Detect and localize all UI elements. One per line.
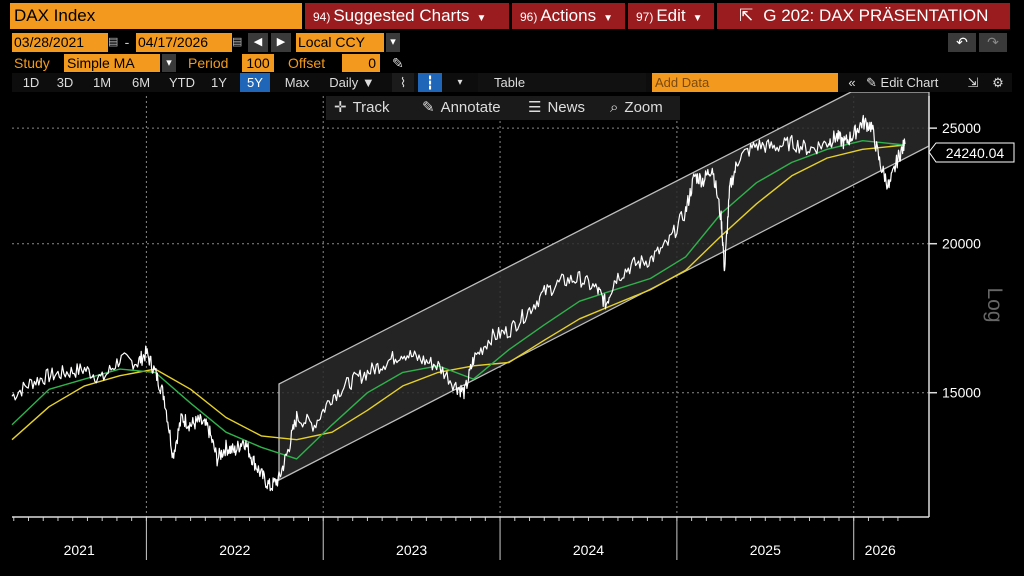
timeframe-3d[interactable]: 3D bbox=[56, 75, 74, 90]
pencil-icon[interactable]: ✎ bbox=[392, 55, 404, 71]
annotate-tool[interactable]: ✎ Annotate bbox=[422, 96, 501, 120]
news-icon: ☰ bbox=[528, 99, 542, 116]
actions-menu[interactable]: 96) Actions ▼ bbox=[512, 3, 625, 29]
suggested-charts-num: 94) bbox=[313, 10, 331, 24]
period-label: Period bbox=[188, 55, 229, 71]
news-label: News bbox=[547, 99, 585, 116]
zoom-icon: ⌕ bbox=[610, 99, 619, 116]
undo-button[interactable]: ↶ bbox=[948, 33, 976, 52]
end-date-input[interactable]: 04/17/2026 bbox=[136, 33, 232, 52]
last-value-tag: 24240.04 bbox=[928, 142, 1015, 163]
chevron-down-icon[interactable]: ▾ bbox=[386, 33, 400, 52]
zoom-tool[interactable]: ⌕ Zoom bbox=[610, 96, 663, 120]
crosshair-icon: ✛ bbox=[334, 99, 347, 116]
y-tick-label: 15000 bbox=[942, 385, 981, 401]
edit-menu[interactable]: 97) Edit ▼ bbox=[628, 3, 714, 29]
news-tool[interactable]: ☰ News bbox=[528, 96, 585, 120]
y-tick-label: 20000 bbox=[942, 236, 981, 252]
calendar-icon[interactable]: ▤ bbox=[232, 36, 243, 48]
drawing-tools-icon[interactable]: ⇲ bbox=[967, 75, 979, 90]
timeframe-ytd[interactable]: YTD bbox=[169, 75, 195, 90]
table-button[interactable]: Table bbox=[478, 73, 646, 92]
x-axis-label: 2023 bbox=[396, 542, 427, 558]
chevron-down-icon[interactable]: ▾ bbox=[162, 54, 176, 72]
timeframe-5y[interactable]: 5Y bbox=[240, 73, 270, 92]
start-date-input[interactable]: 03/28/2021 bbox=[12, 33, 108, 52]
zoom-label: Zoom bbox=[624, 99, 663, 116]
series-group bbox=[11, 114, 906, 492]
period-input[interactable]: 100 bbox=[242, 54, 274, 72]
chevron-down-icon[interactable]: ▾ bbox=[457, 77, 463, 88]
timeframe-1y[interactable]: 1Y bbox=[211, 75, 227, 90]
edit-chart-button[interactable]: ✎ Edit Chart bbox=[866, 73, 956, 92]
series-line-ma-slow bbox=[11, 144, 906, 441]
series-line-price bbox=[11, 114, 906, 492]
series-line-ma-fast bbox=[11, 139, 906, 460]
x-axis-label: 2021 bbox=[64, 542, 95, 558]
presentation-label: G 202: DAX PRÄSENTATION bbox=[763, 6, 989, 25]
external-link-icon: ⇱ bbox=[739, 6, 754, 25]
add-data-input[interactable]: Add Data bbox=[652, 73, 838, 92]
timeframe-6m[interactable]: 6M bbox=[131, 75, 151, 90]
frequency-label: Daily bbox=[329, 75, 359, 90]
y-tick-label: 25000 bbox=[942, 120, 981, 136]
scale-label: Log bbox=[983, 287, 1006, 322]
x-axis-label: 2025 bbox=[750, 542, 781, 558]
actions-num: 96) bbox=[520, 10, 538, 24]
offset-label: Offset bbox=[288, 55, 326, 71]
currency-select[interactable]: Local CCY bbox=[296, 33, 384, 52]
chevron-down-icon: ▼ bbox=[692, 13, 703, 24]
chart-area[interactable]: 25000 20000 15000 2021 2022 2023 2024 2025 2026… bbox=[0, 92, 1024, 576]
track-tool[interactable]: ✛ Track bbox=[334, 96, 390, 120]
frequency-select[interactable]: Daily ▼ bbox=[322, 73, 382, 92]
x-axis-label: 2026 bbox=[865, 542, 896, 558]
x-axis-labels: 2021 2022 2023 2024 2025 2026 bbox=[64, 542, 896, 558]
ticker-field[interactable]: DAX Index bbox=[10, 3, 302, 29]
presentation-link[interactable]: ⇱ G 202: DAX PRÄSENTATION bbox=[717, 3, 1010, 29]
timeframe-1d[interactable]: 1D bbox=[22, 75, 40, 90]
timeframe-1m[interactable]: 1M bbox=[92, 75, 112, 90]
track-label: Track bbox=[352, 99, 390, 116]
chevron-down-icon: ▼ bbox=[361, 75, 375, 90]
x-axis-label: 2024 bbox=[573, 542, 604, 558]
edit-chart-label: Edit Chart bbox=[880, 75, 939, 90]
calendar-icon[interactable]: ▤ bbox=[108, 36, 119, 48]
edit-label: Edit bbox=[656, 6, 686, 25]
chart-tools: ✛ Track ✎ Annotate ☰ News ⌕ Zoom bbox=[326, 96, 680, 120]
offset-input[interactable]: 0 bbox=[342, 54, 380, 72]
suggested-charts-menu[interactable]: 94) Suggested Charts ▼ bbox=[305, 3, 509, 29]
suggested-charts-label: Suggested Charts bbox=[333, 6, 470, 25]
x-axis-label: 2022 bbox=[219, 542, 250, 558]
chevron-down-icon: ▼ bbox=[603, 13, 613, 24]
redo-button[interactable]: ↷ bbox=[979, 33, 1007, 52]
study-select[interactable]: Simple MA bbox=[64, 54, 160, 72]
pencil-icon: ✎ bbox=[422, 99, 435, 116]
timeframe-max[interactable]: Max bbox=[284, 75, 310, 90]
last-value-label: 24240.04 bbox=[946, 145, 1005, 161]
date-separator: - bbox=[124, 34, 130, 50]
gear-icon[interactable]: ⚙ bbox=[992, 75, 1004, 90]
line-chart-icon[interactable]: ⌇ bbox=[392, 73, 414, 92]
prev-period-button[interactable]: ◀ bbox=[248, 33, 268, 52]
collapse-icon[interactable]: « bbox=[848, 75, 856, 90]
y-axis-ticks: 25000 20000 15000 bbox=[929, 120, 981, 401]
next-period-button[interactable]: ▶ bbox=[271, 33, 291, 52]
chevron-down-icon: ▼ bbox=[476, 13, 487, 24]
actions-label: Actions bbox=[540, 6, 597, 25]
candle-chart-icon[interactable]: ┇ bbox=[418, 73, 442, 92]
edit-num: 97) bbox=[636, 10, 654, 24]
annotate-label: Annotate bbox=[440, 99, 501, 116]
pencil-icon: ✎ bbox=[866, 75, 877, 90]
study-label: Study bbox=[14, 55, 50, 71]
